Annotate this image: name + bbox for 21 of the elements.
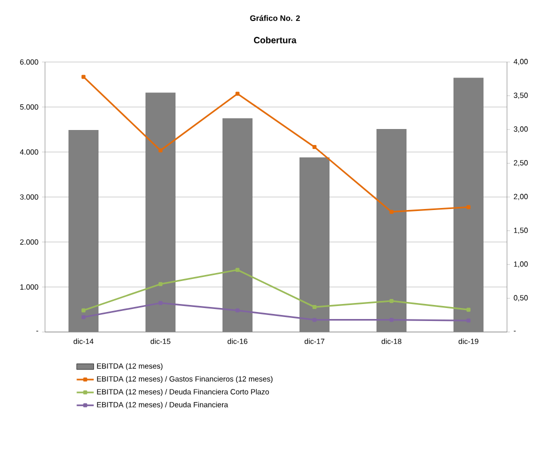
bar: [299, 157, 330, 332]
point: [390, 210, 394, 214]
point: [158, 282, 162, 286]
point: [236, 268, 240, 272]
point: [312, 305, 316, 310]
point: [466, 318, 470, 323]
point: [390, 298, 394, 303]
point: [466, 308, 470, 312]
point: [82, 308, 86, 312]
point: [158, 148, 162, 152]
chart-subtitle: Cobertura: [254, 36, 296, 44]
point: [312, 145, 316, 150]
bar: [222, 118, 253, 332]
bar: [68, 130, 99, 332]
bar: [453, 78, 484, 332]
point: [82, 74, 86, 79]
bar: [376, 129, 407, 332]
bar: [145, 92, 176, 332]
point: [236, 92, 240, 96]
point: [82, 315, 86, 320]
point: [466, 205, 470, 210]
